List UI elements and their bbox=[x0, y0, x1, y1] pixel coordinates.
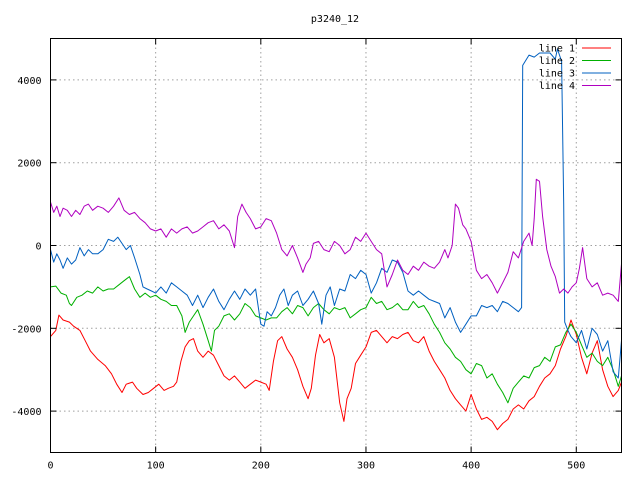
series-line-4 bbox=[50, 178, 622, 302]
y-tick-label: -4000 bbox=[11, 407, 41, 418]
x-tick-label: 300 bbox=[357, 461, 375, 472]
series-line-1 bbox=[50, 314, 622, 431]
legend-label-2: line 2 bbox=[539, 56, 575, 67]
series-line-3 bbox=[50, 48, 622, 379]
grid-lines bbox=[50, 38, 622, 453]
y-tick-label: 4000 bbox=[17, 76, 41, 87]
series-group bbox=[50, 48, 622, 431]
y-tick-label: -2000 bbox=[11, 324, 41, 335]
legend-label-1: line 1 bbox=[539, 44, 575, 55]
y-tick-label: 0 bbox=[35, 242, 41, 253]
axis-ticks: 0 100 200 300 400 500 -4000 -2000 0 2000 4000 bbox=[11, 38, 622, 472]
x-tick-label: 200 bbox=[252, 461, 270, 472]
series-line-2 bbox=[50, 276, 622, 404]
y-tick-label: 2000 bbox=[17, 159, 41, 170]
legend-label-4: line 4 bbox=[539, 81, 575, 92]
chart-title: p3240_12 bbox=[311, 14, 359, 25]
legend-label-3: line 3 bbox=[539, 69, 575, 80]
x-tick-label: 400 bbox=[462, 461, 480, 472]
x-tick-label: 0 bbox=[47, 461, 53, 472]
x-tick-label: 500 bbox=[567, 461, 585, 472]
x-tick-label: 100 bbox=[147, 461, 165, 472]
